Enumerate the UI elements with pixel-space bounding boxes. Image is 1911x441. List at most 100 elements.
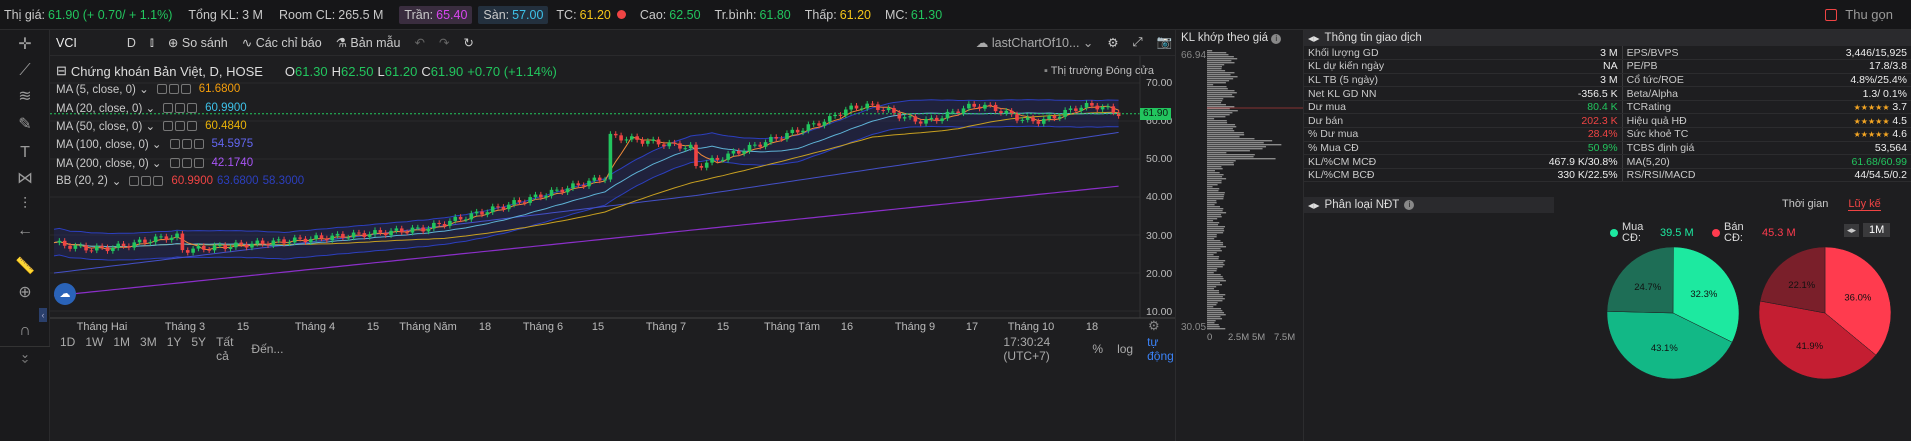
profile-bar (1207, 216, 1222, 218)
match-value: 61.30 (910, 7, 943, 22)
collapse-button[interactable]: Thu gọn (1825, 7, 1893, 22)
period-button[interactable]: 1M (1863, 223, 1891, 237)
ruler-icon[interactable]: 📏 (15, 258, 35, 275)
templates-button[interactable]: ⚗ Bản mẫu (336, 35, 401, 50)
expand-bottom-icon[interactable]: ⌄ (0, 346, 50, 361)
profile-bar (1207, 258, 1219, 260)
study-row[interactable]: MA (50, close, 0) ⌄ 60.4840 (56, 117, 557, 135)
bb-basis-value: 60.9900 (171, 174, 213, 187)
range-button[interactable]: 1M (113, 335, 131, 349)
profile-bar (1207, 118, 1215, 120)
range-button[interactable]: 1Y (166, 335, 182, 349)
info-label: % Dư mua (1304, 127, 1470, 142)
x-tick-label: Tháng Năm (399, 321, 457, 333)
profile-bar (1207, 282, 1220, 284)
candle-body (961, 108, 966, 114)
refresh-icon[interactable]: ↻ (463, 36, 474, 50)
study-row[interactable]: MA (5, close, 0) ⌄ 61.6800 (56, 80, 557, 98)
candle-body (180, 233, 185, 251)
period-toggle-icon[interactable]: ◂▸ (1844, 223, 1860, 237)
study-controls[interactable] (163, 102, 198, 113)
undo-icon[interactable]: ↶ (414, 36, 425, 50)
layout-button[interactable]: ☁ lastChartOf10... ⌄ (975, 36, 1094, 50)
trendline-icon[interactable]: ⟋ (19, 62, 31, 79)
camera-icon[interactable]: 📷 (1156, 35, 1173, 49)
candle-type-icon[interactable]: ⫾ (149, 35, 154, 49)
profile-bar (1207, 296, 1223, 298)
info-icon[interactable]: i (1271, 34, 1282, 44)
info-label: EPS/BVPS (1621, 46, 1775, 61)
candle-body (250, 243, 254, 248)
settings-icon[interactable]: ⚙ (1107, 36, 1119, 50)
price-chart[interactable] (50, 56, 1175, 336)
pattern-icon[interactable]: ⋈ (17, 170, 33, 187)
profile-bar (1207, 318, 1223, 320)
profile-bar (1207, 290, 1219, 292)
back-arrow-icon[interactable]: ← (17, 222, 33, 239)
indicators-button[interactable]: ∿ Các chỉ báo (242, 35, 322, 50)
ma50-line (53, 111, 1119, 248)
logo-icon[interactable]: ☁ (54, 283, 76, 305)
candle-body (854, 105, 859, 109)
candle-body (1116, 112, 1121, 117)
sell-dot-icon (1712, 229, 1720, 237)
floor-value: 57.00 (512, 7, 544, 22)
profile-bar (1207, 86, 1227, 88)
study-row[interactable]: MA (20, close, 0) ⌄ 60.9900 (56, 99, 557, 117)
study-controls[interactable] (169, 157, 204, 168)
candle-body (587, 180, 591, 187)
range-button[interactable]: Tất cả (216, 335, 234, 363)
market-status: ▪ Thị trường Đóng cửa (1044, 65, 1155, 77)
tab-cumulative[interactable]: Lũy kế (1848, 198, 1881, 211)
symbol-input[interactable]: VCI (56, 35, 77, 50)
candle-body (865, 103, 869, 109)
profile-bar (1207, 324, 1219, 326)
profile-bar (1207, 52, 1227, 54)
study-controls[interactable] (156, 84, 191, 95)
candle-body (496, 206, 500, 208)
text-icon[interactable]: T (20, 144, 30, 161)
layout-name: lastChartOf10... (991, 36, 1080, 50)
compare-button[interactable]: ⊕ So sánh (168, 35, 228, 50)
collapse-left-icon[interactable]: ‹ (39, 308, 47, 322)
profile-bar (1207, 90, 1235, 92)
alert-dot-icon[interactable] (616, 10, 626, 19)
candle-body (1084, 103, 1089, 108)
fullscreen-icon[interactable]: ⤢ (1132, 35, 1143, 49)
range-button[interactable]: 1D (60, 335, 76, 349)
measure-icon[interactable]: ⫶ (22, 196, 27, 213)
log-toggle[interactable]: log (1117, 342, 1134, 356)
y-tick-label: 30.00 (1146, 230, 1173, 242)
tab-time[interactable]: Thời gian (1782, 198, 1829, 210)
percent-toggle[interactable]: % (1092, 342, 1104, 356)
collapse-legend-icon[interactable]: ⊟ (56, 63, 67, 79)
info-row: Dư mua 80.4 K TCRating ★★★★★ 3.7 (1304, 100, 1911, 115)
study-controls[interactable] (169, 139, 204, 150)
magnet-icon[interactable]: ∩ (19, 322, 31, 339)
study-controls[interactable] (163, 121, 198, 132)
brush-icon[interactable]: ✎ (18, 116, 32, 133)
range-button[interactable]: 3M (140, 335, 157, 349)
interval-button[interactable]: D (126, 35, 136, 50)
range-button[interactable]: 1W (85, 335, 104, 349)
study-row[interactable]: MA (200, close, 0) ⌄ 42.1740 (56, 153, 557, 171)
fib-icon[interactable]: ≋ (18, 88, 32, 105)
candle-body (742, 151, 746, 154)
range-button[interactable]: 5Y (191, 335, 207, 349)
study-row[interactable]: MA (100, close, 0) ⌄ 54.5975 (56, 135, 557, 153)
goto-date-button[interactable]: Đến... (251, 342, 284, 356)
auto-toggle[interactable]: tự động (1147, 335, 1174, 363)
redo-icon[interactable]: ↷ (438, 36, 450, 50)
profile-bar (1207, 178, 1227, 180)
collapse-panel-icon[interactable]: ◂▸ (1308, 33, 1320, 45)
candle-body (945, 111, 950, 119)
investor-type-header[interactable]: ◂▸ Phân loại NĐT i (1304, 197, 1554, 213)
study-row-bb[interactable]: BB (20, 2) ⌄ 60.9900 63.6800 58.3000 (56, 174, 305, 188)
axis-settings-icon[interactable]: ⚙ (1148, 318, 1160, 333)
zoom-icon[interactable]: ⊕ (18, 284, 32, 301)
trading-info-header[interactable]: ◂▸ Thông tin giao dịch (1304, 30, 1911, 46)
time-axis[interactable]: Tháng Hai Tháng 3 15 Tháng 4 15 Tháng Năm 18 Th… (50, 318, 1175, 336)
crosshair-icon[interactable]: ✛ (18, 36, 32, 53)
collapse-ndt-icon[interactable]: ◂▸ (1308, 200, 1320, 212)
ndt-info-icon[interactable]: i (1404, 200, 1415, 210)
